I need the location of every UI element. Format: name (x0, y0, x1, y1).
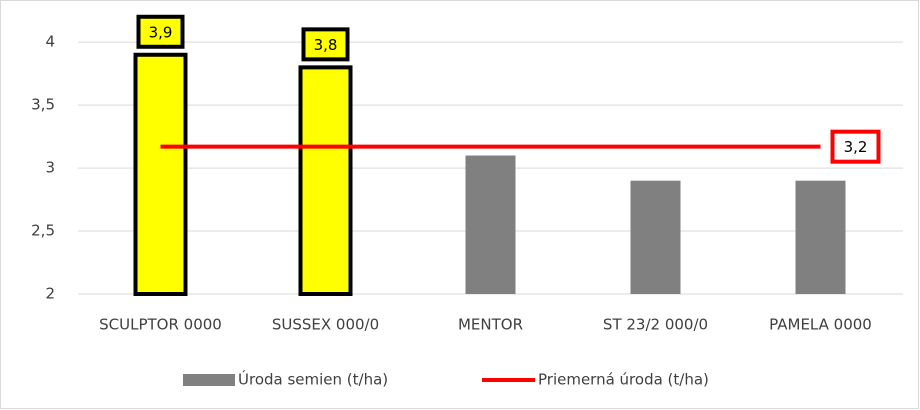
x-tick-label: MENTOR (458, 316, 523, 334)
x-tick-label: PAMELA 0000 (769, 316, 872, 334)
data-label: 3,9 (149, 23, 173, 41)
y-tick-label: 2 (45, 285, 55, 303)
bar (465, 155, 516, 294)
average-label-box (830, 129, 881, 164)
y-tick-label: 3 (45, 159, 55, 177)
x-tick-label: SUSSEX 000/0 (272, 316, 379, 334)
legend-swatch (183, 374, 235, 386)
average-label: 3,2 (844, 138, 868, 156)
bar (630, 180, 681, 294)
x-tick-label: ST 23/2 000/0 (603, 316, 708, 334)
y-tick-label: 2,5 (31, 222, 55, 240)
bar (795, 180, 846, 294)
bar (133, 52, 188, 297)
legend-label: Úroda semien (t/ha) (238, 370, 388, 389)
data-label-box (136, 14, 185, 49)
legend-label: Priemerná úroda (t/ha) (538, 371, 709, 389)
y-tick-label: 4 (45, 33, 55, 51)
y-tick-label: 3,5 (31, 96, 55, 114)
data-label: 3,8 (314, 36, 338, 54)
data-label-box (301, 27, 350, 62)
x-tick-label: SCULPTOR 0000 (99, 316, 222, 334)
bar (298, 65, 353, 297)
